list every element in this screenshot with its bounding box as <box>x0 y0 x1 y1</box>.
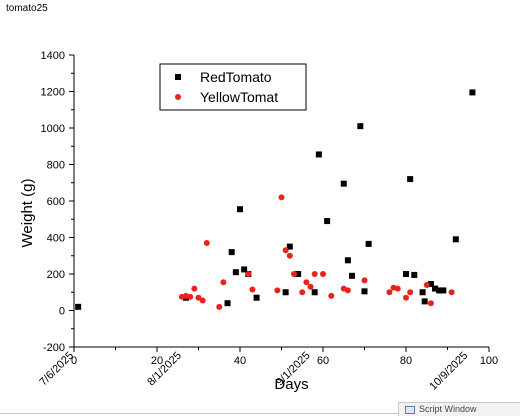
data-point <box>386 289 393 296</box>
y-tick-label: 200 <box>47 269 65 281</box>
data-point <box>357 123 364 130</box>
data-point <box>440 287 447 294</box>
data-point <box>216 303 223 310</box>
series-2 <box>178 194 455 310</box>
y-tick-label: 1400 <box>41 50 65 62</box>
data-point <box>407 176 414 183</box>
y-tick-label: 600 <box>47 196 65 208</box>
date-label: 10/9/2025 <box>427 350 470 393</box>
legend: RedTomato YellowTomat <box>159 63 307 111</box>
data-point <box>199 297 206 304</box>
data-point <box>311 289 318 296</box>
data-point <box>427 281 434 288</box>
data-point <box>320 271 326 277</box>
data-point <box>427 300 434 307</box>
data-point <box>187 293 194 300</box>
data-point <box>282 289 289 296</box>
data-point <box>394 285 401 292</box>
bottom-divider <box>0 413 398 414</box>
legend-box <box>159 63 307 111</box>
data-point <box>290 271 297 277</box>
y-tick-label: 800 <box>47 160 65 172</box>
data-points <box>75 89 476 310</box>
data-point <box>237 206 243 213</box>
data-point <box>344 257 351 264</box>
date-label: 7/6/2025 <box>37 350 76 389</box>
data-point <box>452 236 459 243</box>
legend-label: RedTomato <box>200 69 272 85</box>
data-point <box>324 218 331 225</box>
data-point <box>203 239 210 246</box>
y-tick-label: 400 <box>47 233 65 245</box>
x-tick-label: 0 <box>71 355 77 367</box>
data-point <box>286 243 293 250</box>
legend-marker <box>175 74 181 80</box>
data-point <box>220 279 227 286</box>
legend-marker <box>175 94 181 100</box>
data-point <box>361 277 368 284</box>
data-point <box>228 249 235 256</box>
data-point <box>311 271 318 277</box>
data-point <box>469 89 476 96</box>
y-tick-label: -200 <box>43 342 65 354</box>
window-icon <box>405 405 415 414</box>
data-point <box>224 300 231 307</box>
data-point <box>299 289 306 296</box>
data-point <box>328 292 335 299</box>
legend-label: YellowTomat <box>200 89 278 105</box>
x-axis-title: Days <box>274 376 308 393</box>
data-point <box>303 279 310 286</box>
y-tick-label: 1200 <box>41 87 65 99</box>
axes <box>69 54 490 352</box>
data-point <box>191 285 198 292</box>
data-point <box>245 271 252 277</box>
y-axis-title: Weight (g) <box>19 179 36 248</box>
x-tick-label: 20 <box>151 355 163 367</box>
data-point <box>340 180 347 187</box>
data-point <box>307 283 314 290</box>
script-window-label: Script Window <box>419 404 477 414</box>
data-point <box>361 288 368 295</box>
script-window-tab[interactable]: Script Window <box>398 402 520 416</box>
data-point <box>278 194 285 201</box>
data-point <box>448 289 455 296</box>
data-point <box>419 289 426 296</box>
data-point <box>241 266 248 273</box>
data-point <box>365 240 372 247</box>
data-point <box>286 252 293 259</box>
data-point <box>436 287 443 294</box>
series-1 <box>75 89 476 310</box>
data-point <box>295 271 302 277</box>
data-point <box>403 271 409 277</box>
data-point <box>421 298 428 305</box>
data-point <box>349 272 356 279</box>
data-point <box>403 294 409 301</box>
x-tick-label: 60 <box>317 355 329 367</box>
data-point <box>249 286 256 293</box>
y-tick-label: 1000 <box>41 123 65 135</box>
x-tick-label: 100 <box>480 355 498 367</box>
data-point <box>423 281 430 288</box>
data-point <box>253 294 260 301</box>
y-tick-label: 0 <box>59 306 65 318</box>
x-tick-label: 80 <box>400 355 412 367</box>
data-point <box>232 269 239 276</box>
data-point <box>75 303 82 310</box>
window-title: tomato25 <box>6 3 48 14</box>
data-point <box>344 287 351 294</box>
data-point <box>315 151 322 158</box>
x-tick-label: 40 <box>234 355 246 367</box>
data-point <box>407 289 414 296</box>
data-point <box>282 247 289 254</box>
data-point <box>411 271 418 278</box>
data-point <box>274 287 281 294</box>
data-point <box>432 285 439 292</box>
